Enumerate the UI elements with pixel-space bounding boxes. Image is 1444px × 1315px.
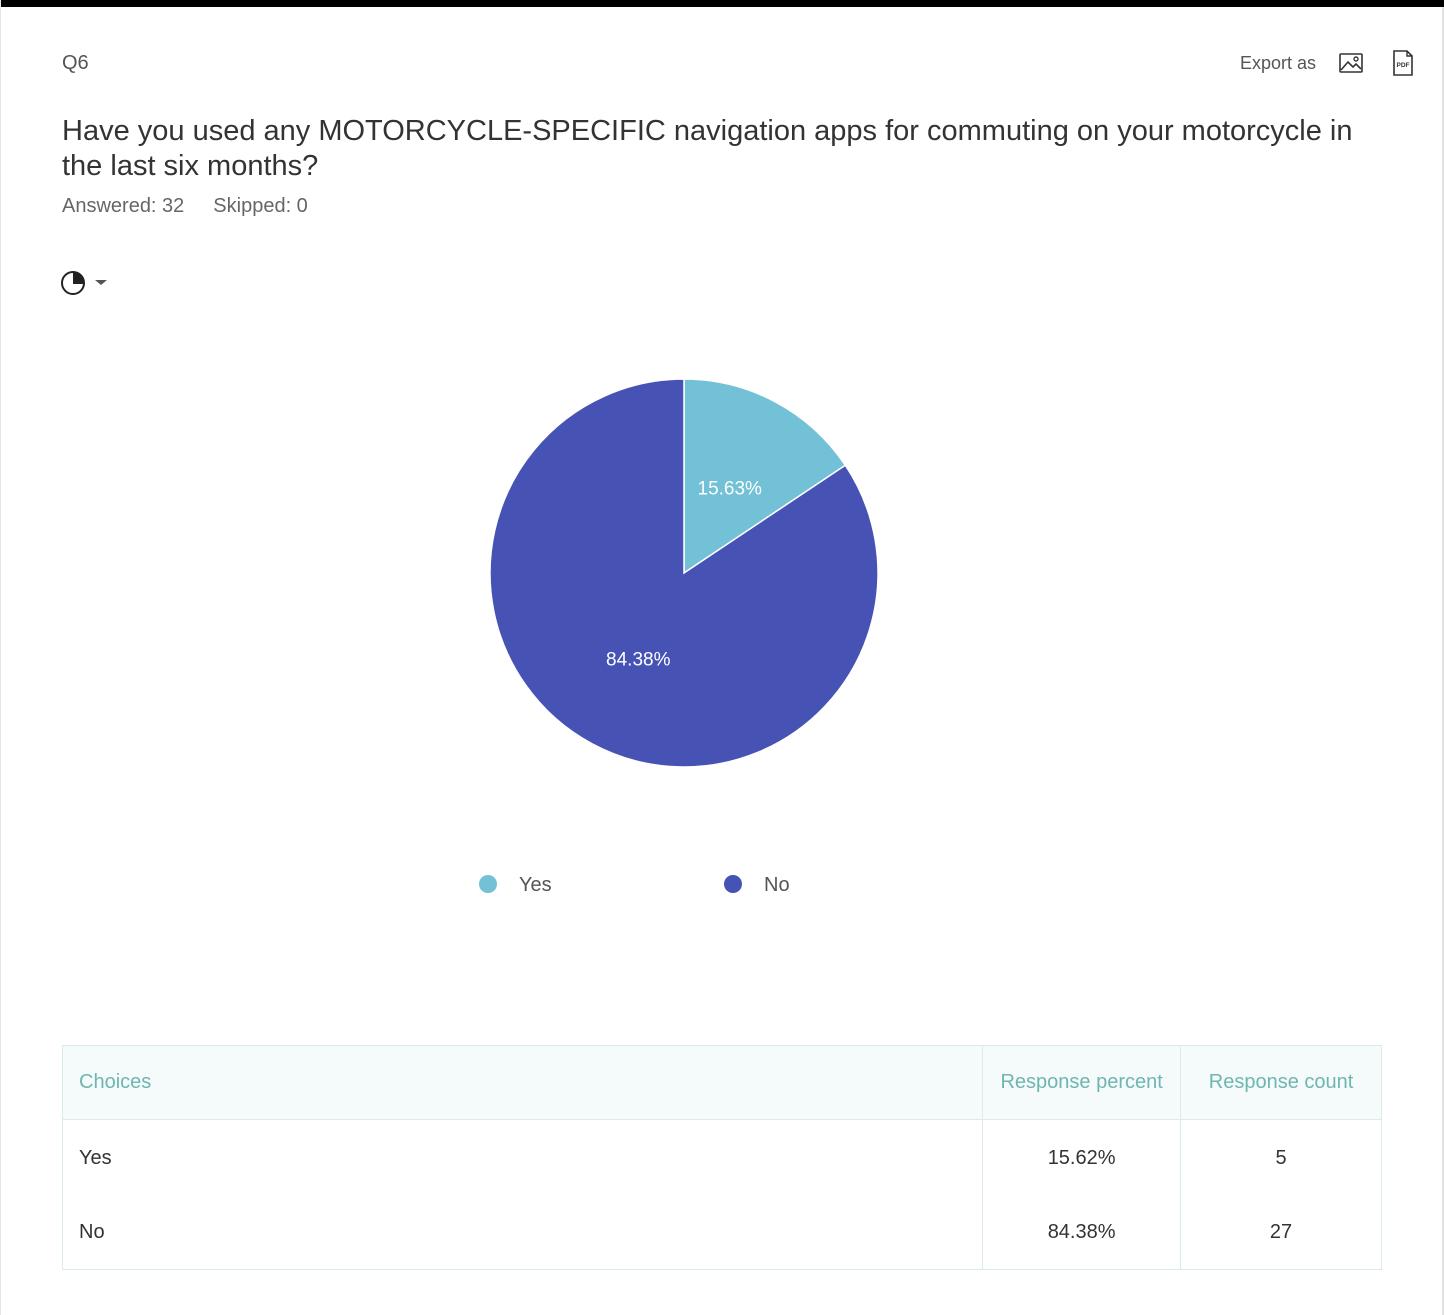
count-cell: 27 <box>1180 1195 1382 1270</box>
table-row: Yes 15.62% 5 <box>61 1119 1382 1196</box>
legend-label-no[interactable]: No <box>764 874 790 896</box>
header-response-count[interactable]: Response count <box>1180 1045 1382 1120</box>
count-cell: 5 <box>1180 1119 1382 1196</box>
percent-cell: 15.62% <box>982 1119 1182 1196</box>
top-accent-bar <box>1 0 1444 7</box>
export-controls: Export as PDF <box>1240 50 1416 76</box>
slice-data-label: 84.38% <box>606 650 671 671</box>
percent-cell: 84.38% <box>982 1195 1182 1270</box>
image-icon <box>1339 53 1363 73</box>
slice-data-label: 15.63% <box>698 478 763 499</box>
table-row: No 84.38% 27 <box>61 1195 1382 1270</box>
pdf-icon: PDF <box>1393 50 1413 76</box>
legend-label-yes[interactable]: Yes <box>519 874 552 896</box>
pdf-icon-text: PDF <box>1397 62 1410 69</box>
header-response-percent[interactable]: Response percent <box>982 1045 1182 1120</box>
export-pdf-button[interactable]: PDF <box>1390 50 1416 76</box>
pie-slice-yes[interactable] <box>683 378 847 575</box>
pie-slice-no[interactable] <box>489 378 879 768</box>
question-number: Q6 <box>62 52 89 74</box>
header-choices[interactable]: Choices <box>61 1045 984 1120</box>
table-header-row: Choices Response percent Response count <box>61 1045 1382 1120</box>
chart-type-selector[interactable] <box>60 268 110 296</box>
export-image-button[interactable] <box>1338 50 1364 76</box>
choice-cell: Yes <box>61 1119 984 1196</box>
response-stats: Answered: 32 Skipped: 0 <box>62 195 308 218</box>
pie-chart-icon <box>61 271 85 295</box>
answered-count: Answered: 32 <box>62 195 185 217</box>
caret-down-icon <box>95 280 107 285</box>
pie-chart: 15.63% 84.38% Yes No <box>479 378 879 896</box>
question-title: Have you used any MOTORCYCLE-SPECIFIC na… <box>62 115 1353 182</box>
results-table: Choices Response percent Response count … <box>61 1045 1382 1270</box>
skipped-count: Skipped: 0 <box>213 195 308 217</box>
legend-swatch-no[interactable] <box>724 875 742 893</box>
export-label: Export as <box>1239 52 1316 73</box>
legend-swatch-yes[interactable] <box>479 875 497 893</box>
choice-cell: No <box>61 1195 984 1270</box>
